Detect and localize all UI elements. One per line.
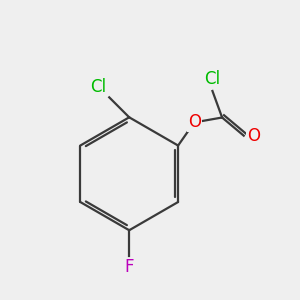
Text: F: F <box>124 259 134 277</box>
Text: Cl: Cl <box>90 78 106 96</box>
Text: O: O <box>188 113 201 131</box>
Text: O: O <box>247 127 260 145</box>
Text: Cl: Cl <box>204 70 220 88</box>
